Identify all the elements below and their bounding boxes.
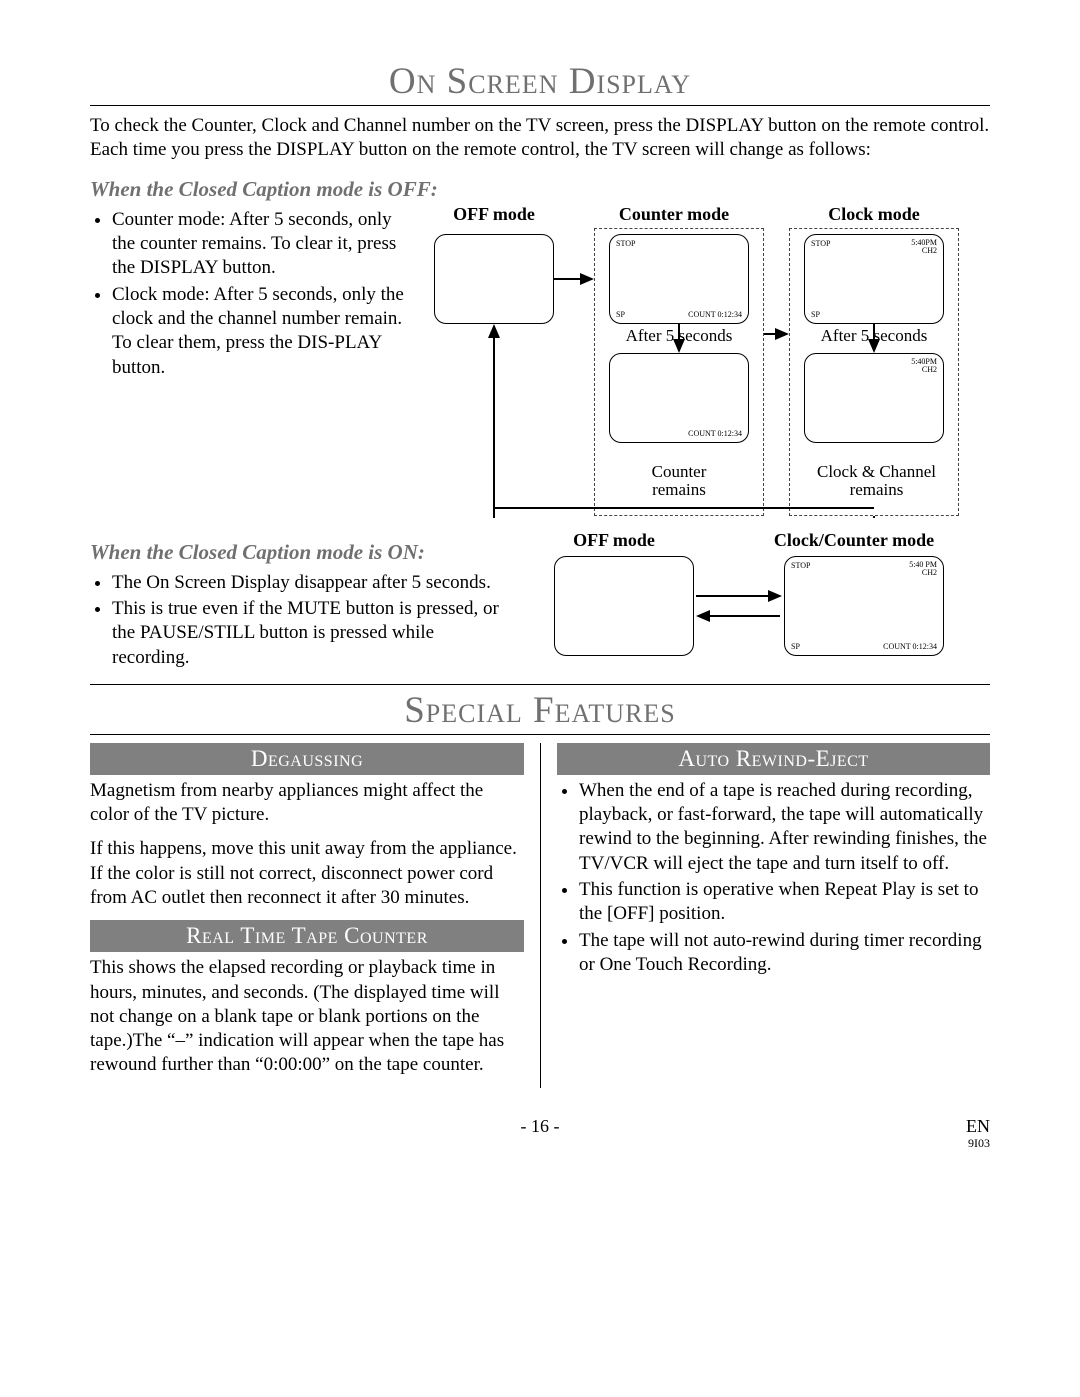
cc-off-diagram: OFF mode Counter mode Clock mode STOP SP… bbox=[434, 208, 990, 518]
page-title-2: Special Features bbox=[90, 689, 990, 732]
page-title-1: On Screen Display bbox=[90, 60, 990, 103]
cc-off-text: Counter mode: After 5 seconds, only the … bbox=[90, 208, 410, 518]
rule-2b bbox=[90, 734, 990, 735]
right-column: Auto Rewind-Eject When the end of a tape… bbox=[540, 743, 990, 1088]
tape-counter-p1: This shows the elapsed recording or play… bbox=[90, 956, 524, 1078]
cc-on-text: When the Closed Caption mode is ON: The … bbox=[90, 534, 510, 672]
footer-code: 9I03 bbox=[968, 1136, 990, 1151]
degauss-p1: Magnetism from nearby appliances might a… bbox=[90, 779, 524, 828]
return-arrow-svg bbox=[434, 208, 990, 518]
auto-rewind-b1: When the end of a tape is reached during… bbox=[579, 779, 990, 876]
cc-on-bullet-2: This is true even if the MUTE button is … bbox=[112, 597, 510, 670]
cc-off-row: Counter mode: After 5 seconds, only the … bbox=[90, 208, 990, 518]
auto-rewind-b3: The tape will not auto-rewind during tim… bbox=[579, 929, 990, 978]
intro-paragraph: To check the Counter, Clock and Channel … bbox=[90, 114, 990, 163]
cc-on-heading: When the Closed Caption mode is ON: bbox=[90, 540, 510, 565]
cc-off-bullet-2: Clock mode: After 5 seconds, only the cl… bbox=[112, 283, 410, 380]
page-number: - 16 - bbox=[521, 1116, 560, 1137]
footer: - 16 - EN 9I03 bbox=[90, 1116, 990, 1146]
auto-rewind-b2: This function is operative when Repeat P… bbox=[579, 878, 990, 927]
cc-off-bullet-1: Counter mode: After 5 seconds, only the … bbox=[112, 208, 410, 281]
special-features-columns: Degaussing Magnetism from nearby applian… bbox=[90, 743, 990, 1088]
page: On Screen Display To check the Counter, … bbox=[90, 0, 990, 1176]
rule-2a bbox=[90, 684, 990, 685]
cc-on-bullet-1: The On Screen Display disappear after 5 … bbox=[112, 571, 510, 595]
left-column: Degaussing Magnetism from nearby applian… bbox=[90, 743, 540, 1088]
cc-on-diagram: OFF mode Clock/Counter mode STOP 5:40 PM… bbox=[534, 534, 990, 674]
rule bbox=[90, 105, 990, 106]
cc-on-arrows bbox=[534, 534, 994, 674]
cc-on-row: When the Closed Caption mode is ON: The … bbox=[90, 534, 990, 674]
bar-degaussing: Degaussing bbox=[90, 743, 524, 775]
footer-lang: EN bbox=[966, 1116, 990, 1137]
degauss-p2: If this happens, move this unit away fro… bbox=[90, 837, 524, 910]
bar-auto-rewind: Auto Rewind-Eject bbox=[557, 743, 990, 775]
cc-off-heading: When the Closed Caption mode is OFF: bbox=[90, 177, 990, 202]
bar-tape-counter: Real Time Tape Counter bbox=[90, 920, 524, 952]
